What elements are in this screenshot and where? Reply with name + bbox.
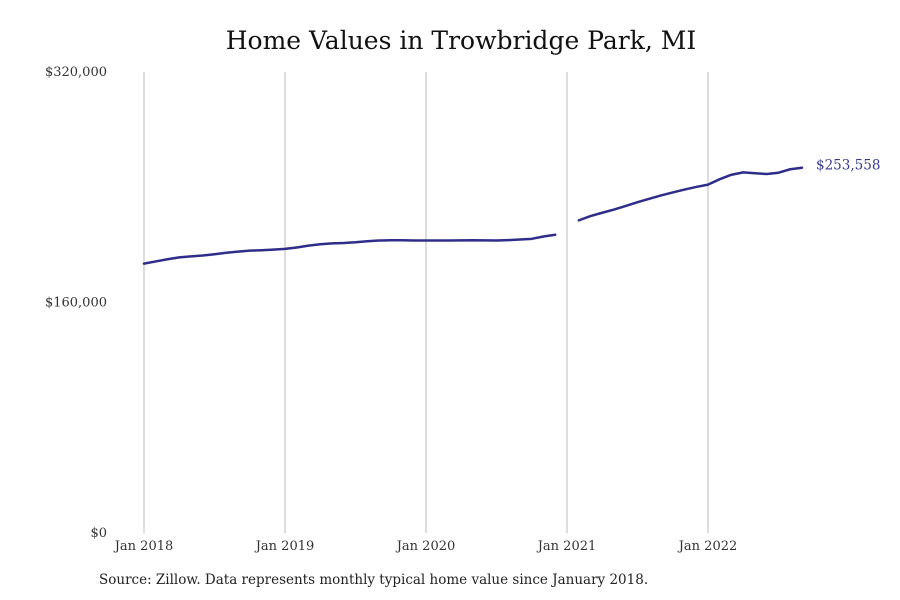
end-labels: $253,558	[816, 158, 880, 174]
chart-title: Home Values in Trowbridge Park, MI	[225, 26, 697, 55]
x-tick-label: Jan 2021	[536, 539, 597, 554]
x-tick-label: Jan 2018	[113, 539, 174, 554]
x-tick-label: Jan 2020	[395, 539, 456, 554]
series-segment-2	[577, 166, 804, 222]
y-axis: $0 $160,000 $320,000	[45, 65, 107, 541]
y-tick-label: $320,000	[45, 65, 107, 80]
end-value-label: $253,558	[816, 158, 880, 174]
x-axis: Jan 2018 Jan 2019 Jan 2020 Jan 2021 Jan 2022	[113, 539, 738, 554]
gridlines	[143, 72, 709, 533]
x-tick-label: Jan 2019	[254, 539, 315, 554]
y-tick-label: $0	[90, 526, 107, 541]
x-tick-label: Jan 2022	[677, 539, 738, 554]
source-note: Source: Zillow. Data represents monthly …	[99, 572, 649, 588]
y-tick-label: $160,000	[45, 296, 107, 311]
series-line	[142, 166, 804, 265]
series-segment-1	[142, 233, 557, 265]
